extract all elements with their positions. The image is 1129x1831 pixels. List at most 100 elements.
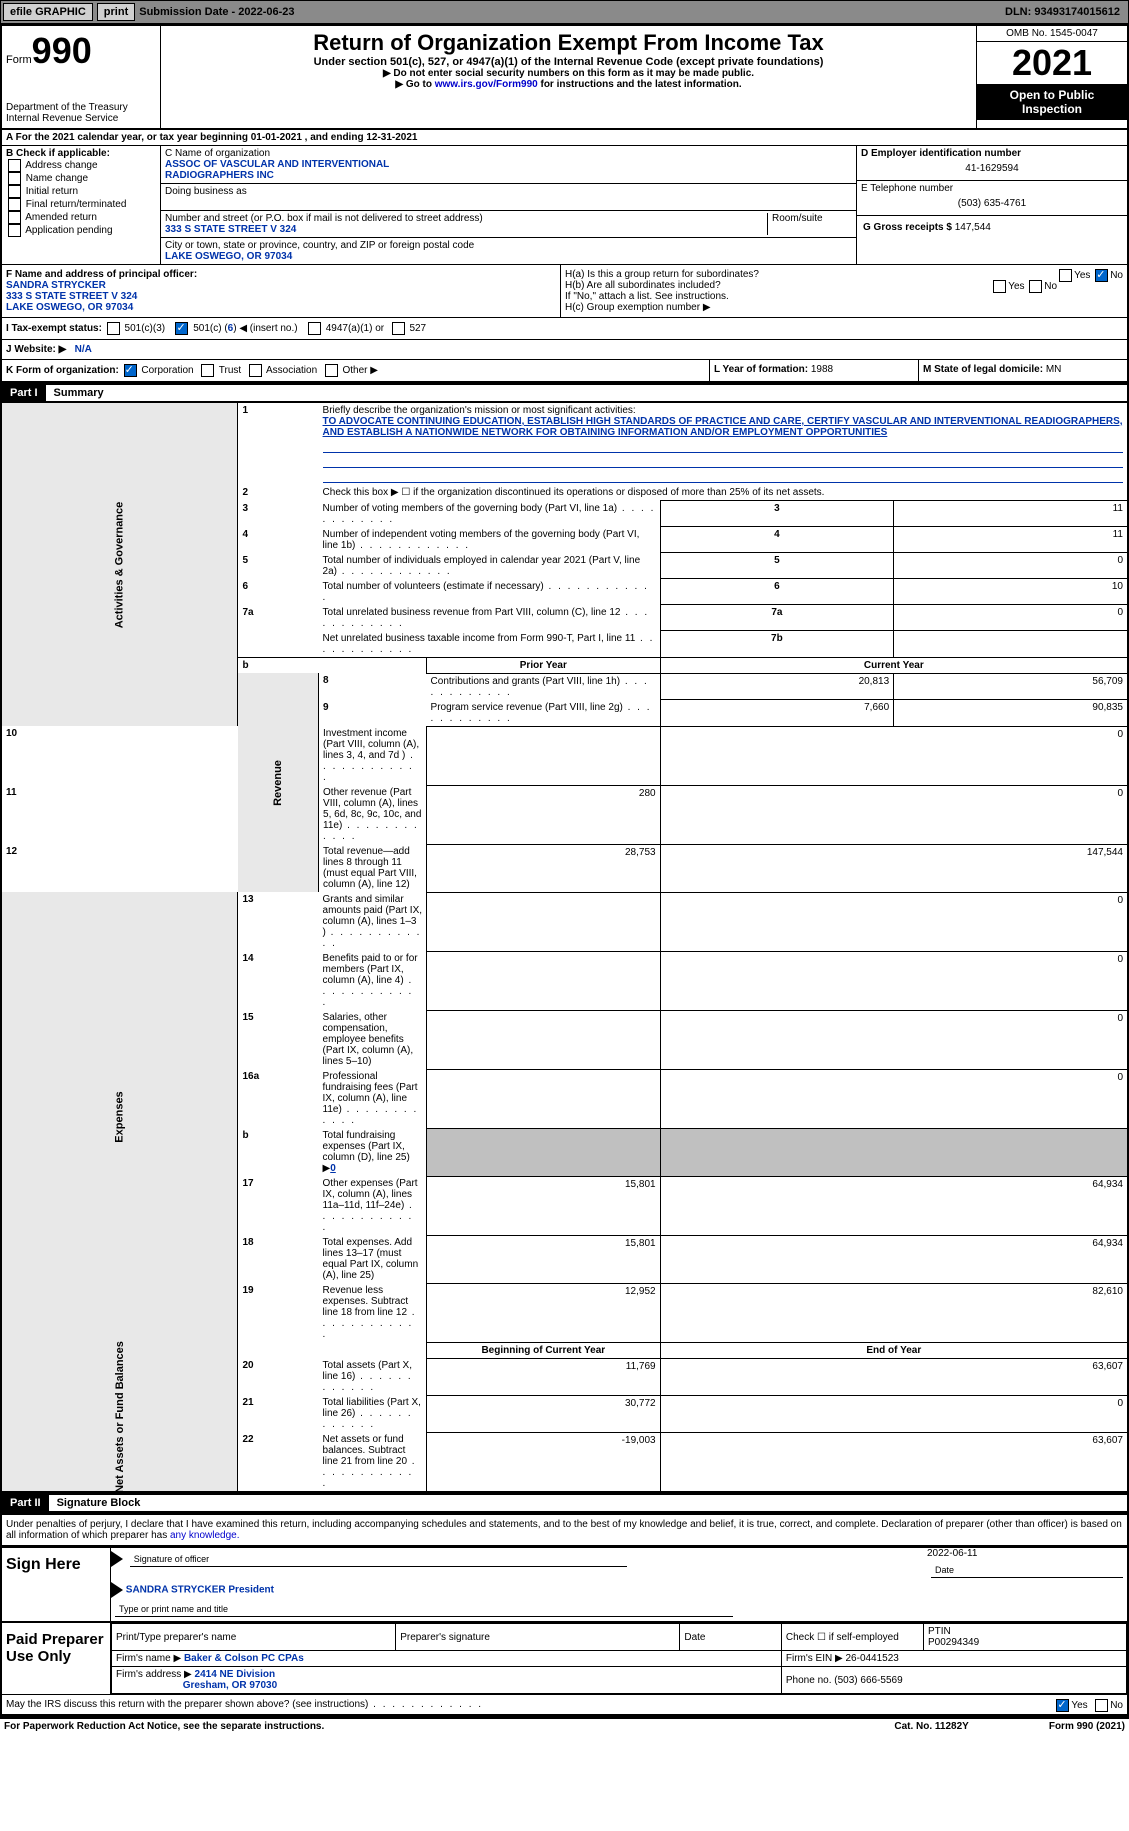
val-20p: 11,769 — [427, 1358, 661, 1395]
line12: Total revenue—add lines 8 through 11 (mu… — [319, 844, 427, 892]
final-return-checkbox[interactable] — [8, 198, 21, 211]
form-header: Form990 Department of the Treasury Inter… — [0, 24, 1129, 130]
hb-yes-checkbox[interactable] — [993, 280, 1006, 293]
tab-expenses: Expenses — [114, 1091, 126, 1142]
address-change-label: Address change — [25, 160, 97, 171]
pt-name-label: Print/Type preparer's name — [112, 1624, 396, 1651]
tab-activities: Activities & Governance — [114, 501, 126, 628]
name-change-checkbox[interactable] — [8, 172, 21, 185]
pt-date-label: Date — [680, 1624, 782, 1651]
discuss-yes: Yes — [1071, 1700, 1087, 1711]
line14: Benefits paid to or for members (Part IX… — [323, 953, 418, 1008]
hb-label: H(b) Are all subordinates included? — [565, 280, 721, 291]
firm-addr-label: Firm's address ▶ — [116, 1669, 192, 1680]
form-title: Return of Organization Exempt From Incom… — [165, 30, 972, 56]
line22: Net assets or fund balances. Subtract li… — [323, 1434, 417, 1489]
org-name-1: ASSOC OF VASCULAR AND INTERVENTIONAL — [165, 159, 852, 170]
501c3-checkbox[interactable] — [107, 322, 120, 335]
val-5: 0 — [894, 553, 1128, 579]
val-22p: -19,003 — [427, 1432, 661, 1492]
c-label: C Name of organization — [165, 148, 852, 159]
dept-label: Department of the Treasury — [6, 102, 156, 113]
4947-checkbox[interactable] — [308, 322, 321, 335]
name-change-label: Name change — [26, 173, 88, 184]
amended-return-label: Amended return — [25, 212, 97, 223]
tab-netassets: Net Assets or Fund Balances — [114, 1341, 126, 1493]
val-4: 11 — [894, 527, 1128, 553]
firm-phone: (503) 666-5569 — [834, 1675, 902, 1686]
instructions-link[interactable]: www.irs.gov/Form990 — [435, 79, 538, 90]
val-22c: 63,607 — [660, 1432, 1128, 1492]
other-label: Other ▶ — [342, 365, 377, 376]
initial-return-checkbox[interactable] — [8, 185, 21, 198]
end-year-header: End of Year — [660, 1342, 1128, 1358]
room-label: Room/suite — [767, 213, 852, 235]
527-checkbox[interactable] — [392, 322, 405, 335]
line5: Total number of individuals employed in … — [323, 555, 641, 577]
efile-label: efile GRAPHIC — [3, 3, 93, 21]
line1-label: Briefly describe the organization's miss… — [323, 405, 636, 416]
501c-checkbox[interactable] — [175, 322, 188, 335]
print-button[interactable]: print — [97, 3, 135, 21]
j-label: J Website: ▶ — [6, 344, 66, 355]
open-to-public: Open to Public Inspection — [977, 84, 1127, 120]
final-return-label: Final return/terminated — [26, 199, 127, 210]
discuss-yes-checkbox[interactable] — [1056, 1699, 1069, 1712]
assoc-checkbox[interactable] — [249, 364, 262, 377]
year-begin: 01-01-2021 — [251, 132, 302, 143]
date-label: Date — [931, 1563, 1123, 1578]
top-bar: efile GRAPHIC print Submission Date - 20… — [0, 0, 1129, 24]
hc-label: H(c) Group exemption number ▶ — [565, 302, 1123, 313]
initial-return-label: Initial return — [26, 186, 78, 197]
org-name-2: RADIOGRAPHERS INC — [165, 170, 852, 181]
val-16ac: 0 — [660, 1069, 1128, 1128]
val-15c: 0 — [660, 1010, 1128, 1069]
city-label: City or town, state or province, country… — [165, 240, 852, 251]
address-change-checkbox[interactable] — [8, 159, 21, 172]
phone-value: (503) 635-4761 — [861, 194, 1123, 213]
line-a-mid: , and ending — [302, 132, 366, 143]
tab-revenue: Revenue — [272, 760, 284, 806]
part2-tab: Part II — [2, 1495, 49, 1511]
form-subtitle-1: Under section 501(c), 527, or 4947(a)(1)… — [165, 56, 972, 68]
corp-checkbox[interactable] — [124, 364, 137, 377]
part2-title: Signature Block — [49, 1495, 149, 1511]
val-16ap — [427, 1069, 661, 1128]
val-19p: 12,952 — [427, 1283, 661, 1342]
any-knowledge-link[interactable]: any knowledge. — [170, 1530, 240, 1541]
val-9p: 7,660 — [660, 700, 894, 727]
arrow-icon — [111, 1551, 123, 1567]
val-13p — [427, 892, 661, 951]
line11: Other revenue (Part VIII, column (A), li… — [323, 787, 421, 842]
e-label: E Telephone number — [861, 183, 1123, 194]
d-label: D Employer identification number — [861, 148, 1123, 159]
val-18p: 15,801 — [427, 1235, 661, 1283]
k-label: K Form of organization: — [6, 365, 119, 376]
application-pending-checkbox[interactable] — [8, 224, 21, 237]
hb-no-checkbox[interactable] — [1029, 280, 1042, 293]
val-7a: 0 — [894, 605, 1128, 631]
val-17c: 64,934 — [660, 1176, 1128, 1235]
ha-no-checkbox[interactable] — [1095, 269, 1108, 282]
line2: Check this box ▶ ☐ if the organization d… — [319, 485, 1128, 501]
val-20c: 63,607 — [660, 1358, 1128, 1395]
amended-return-checkbox[interactable] — [8, 211, 21, 224]
firm-addr2: Gresham, OR 97030 — [183, 1680, 278, 1691]
discuss-no-checkbox[interactable] — [1095, 1699, 1108, 1712]
val-7b — [894, 631, 1128, 658]
summary-table: Activities & Governance 1 Briefly descri… — [0, 403, 1129, 1493]
name-title-label: Type or print name and title — [115, 1602, 733, 1617]
line8: Contributions and grants (Part VIII, lin… — [431, 676, 649, 698]
ha-yes-checkbox[interactable] — [1059, 269, 1072, 282]
other-checkbox[interactable] — [325, 364, 338, 377]
b-label: B Check if applicable: — [6, 148, 156, 159]
tax-year: 2021 — [977, 42, 1127, 84]
footer-left: For Paperwork Reduction Act Notice, see … — [4, 1721, 324, 1732]
f-label: F Name and address of principal officer: — [6, 269, 197, 280]
val-6: 10 — [894, 579, 1128, 605]
sig-officer-label: Signature of officer — [130, 1552, 628, 1567]
trust-checkbox[interactable] — [201, 364, 214, 377]
goto-prefix: ▶ Go to — [395, 79, 434, 90]
website-value: N/A — [75, 344, 92, 355]
line3: Number of voting members of the governin… — [323, 503, 656, 525]
